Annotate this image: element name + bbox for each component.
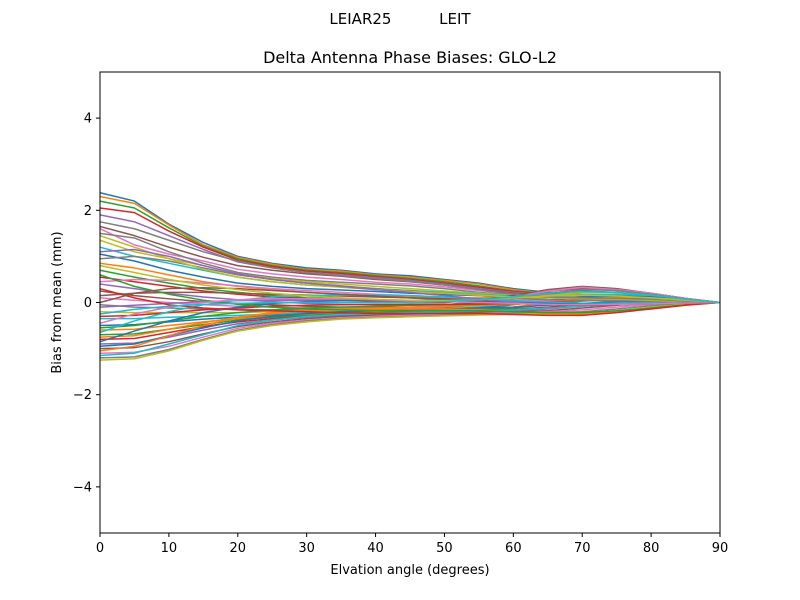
x-axis: 0 10 20 30 40 50 60 70 80 90 (96, 533, 728, 556)
y-axis-label: Bias from mean (mm) (50, 231, 65, 373)
x-tick-label: 40 (367, 541, 384, 556)
x-axis-label: Elvation angle (degrees) (330, 563, 489, 578)
y-tick-label: 4 (84, 112, 92, 127)
series-line (99, 290, 721, 315)
series-line (99, 264, 721, 304)
y-tick-label: 0 (84, 296, 92, 311)
series-line (99, 287, 721, 317)
x-tick-label: 30 (298, 541, 315, 556)
series-line (99, 234, 721, 304)
series-line (99, 301, 721, 352)
x-tick-label: 80 (643, 541, 660, 556)
chart-title: Delta Antenna Phase Biases: GLO-L2 (263, 48, 557, 67)
series-line (99, 300, 721, 348)
y-axis: −4 −2 0 2 4 (73, 112, 100, 495)
series-line (99, 274, 721, 314)
x-tick-label: 20 (230, 541, 247, 556)
x-tick-label: 90 (712, 541, 729, 556)
x-tick-label: 10 (161, 541, 178, 556)
series-line (99, 301, 720, 354)
x-tick-label: 60 (505, 541, 522, 556)
series-layer (99, 192, 721, 361)
x-tick-label: 50 (436, 541, 453, 556)
y-tick-label: −2 (73, 388, 92, 403)
x-tick-label: 0 (96, 541, 104, 556)
series-line (99, 221, 721, 304)
x-tick-label: 70 (574, 541, 591, 556)
y-tick-label: −4 (73, 480, 92, 495)
figure-suptitle: LEIAR25 LEIT (329, 10, 471, 28)
series-line (99, 262, 721, 304)
y-tick-label: 2 (84, 204, 92, 219)
